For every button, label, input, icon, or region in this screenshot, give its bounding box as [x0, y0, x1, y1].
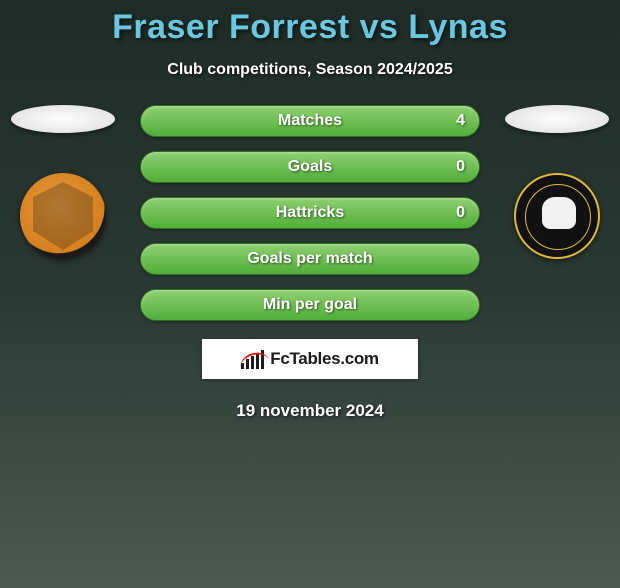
right-player-column [502, 105, 612, 259]
footer-date: 19 november 2024 [0, 401, 620, 421]
right-club-crest-icon [514, 173, 600, 259]
left-player-placeholder [11, 105, 115, 133]
branding-chart-icon [241, 349, 264, 369]
left-player-column [8, 105, 118, 259]
stat-bar-hattricks: Hattricks 0 [140, 197, 480, 229]
stat-bar-min-per-goal: Min per goal [140, 289, 480, 321]
stat-bar-matches: Matches 4 [140, 105, 480, 137]
stats-bars: Matches 4 Goals 0 Hattricks 0 Goals per … [140, 105, 480, 321]
stat-label: Hattricks [276, 204, 344, 222]
page-title: Fraser Forrest vs Lynas [0, 8, 620, 47]
stat-value-right: 0 [456, 204, 465, 222]
branding-text: FcTables.com [270, 349, 379, 369]
stat-label: Goals per match [247, 250, 372, 268]
page-subtitle: Club competitions, Season 2024/2025 [0, 61, 620, 79]
branding-box[interactable]: FcTables.com [202, 339, 418, 379]
stat-value-right: 4 [456, 112, 465, 130]
right-player-placeholder [505, 105, 609, 133]
stat-bar-goals: Goals 0 [140, 151, 480, 183]
comparison-content: Matches 4 Goals 0 Hattricks 0 Goals per … [0, 105, 620, 421]
stat-bar-goals-per-match: Goals per match [140, 243, 480, 275]
stat-label: Min per goal [263, 296, 357, 314]
stat-label: Goals [288, 158, 332, 176]
left-club-crest-icon [20, 173, 106, 259]
stat-label: Matches [278, 112, 342, 130]
stat-value-right: 0 [456, 158, 465, 176]
